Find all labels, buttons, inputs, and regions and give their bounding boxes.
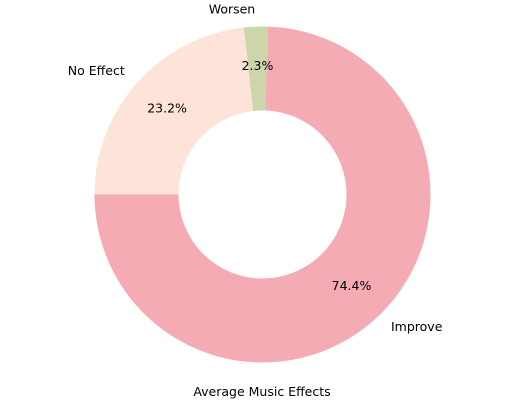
slices-group [94,26,431,363]
slice-pct-improve: 74.4% [332,278,372,293]
slice-improve [94,26,431,363]
x-axis-label: Average Music Effects [193,384,330,399]
slice-pct-no-effect: 23.2% [147,101,187,116]
slice-label-no-effect: No Effect [68,63,125,78]
slice-pct-worsen: 2.3% [242,58,274,73]
slice-worsen [243,26,269,112]
slice-label-worsen: Worsen [209,1,256,16]
labels-group: Improve 74.4% Worsen 2.3% No Effect 23.2% [68,1,443,333]
slice-no-effect [94,27,254,195]
slice-label-improve: Improve [391,319,443,334]
